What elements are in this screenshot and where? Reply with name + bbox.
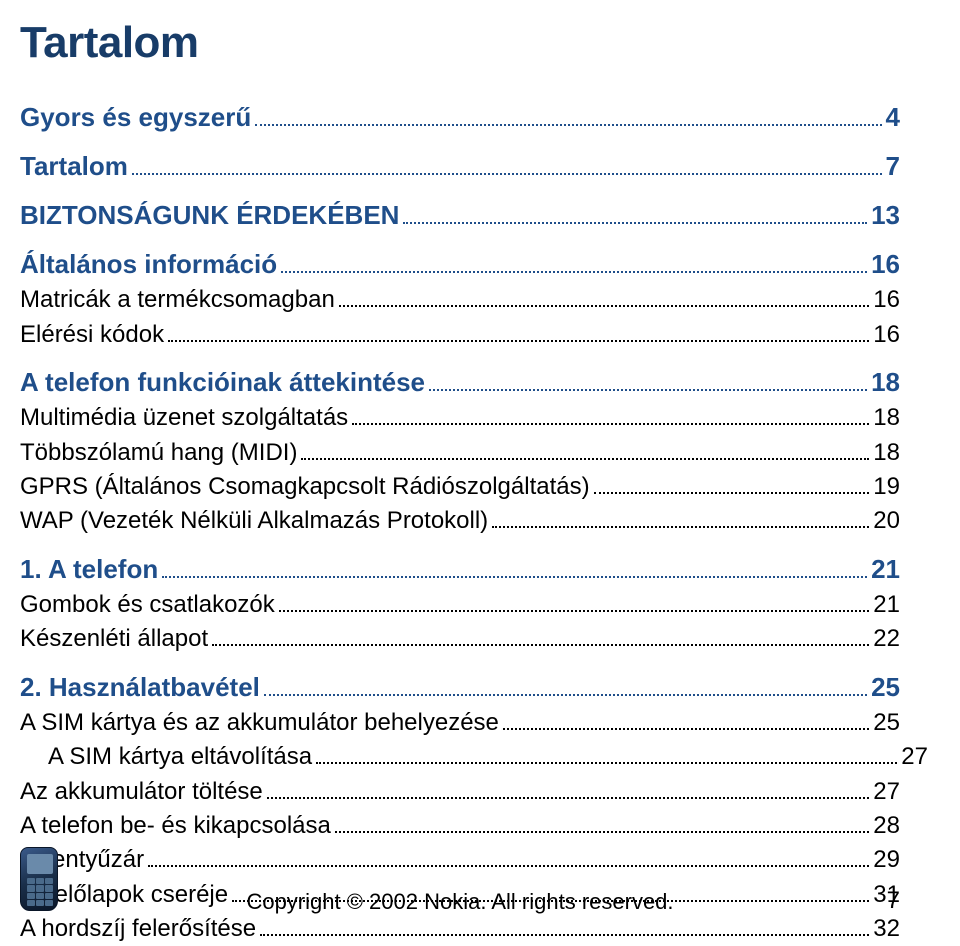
toc-entry-page: 27 (873, 776, 900, 808)
toc-entry-label: Készenléti állapot (20, 623, 208, 655)
toc-entry-page: 22 (873, 623, 900, 655)
toc-entry-label: A SIM kártya és az akkumulátor behelyezé… (20, 707, 499, 739)
toc-entry-page: 18 (871, 365, 900, 400)
toc-leader-dots (594, 492, 870, 494)
toc-entry-page: 16 (873, 319, 900, 351)
toc-leader-dots (212, 644, 869, 646)
copyright-text: Copyright © 2002 Nokia. All rights reser… (20, 889, 900, 915)
toc-leader-dots (281, 271, 867, 273)
toc-leader-dots (260, 934, 869, 936)
toc-entry-page: 25 (871, 670, 900, 705)
toc-entry-page: 18 (873, 437, 900, 469)
toc-entry: 1. A telefon 21 (20, 552, 900, 587)
toc-entry-page: 7 (886, 149, 900, 184)
toc-entry: Matricák a termékcsomagban 16 (20, 284, 900, 316)
toc-entry-label: Általános információ (20, 247, 277, 282)
toc-entry-page: 20 (873, 505, 900, 537)
toc-entry: GPRS (Általános Csomagkapcsolt Rádiószol… (20, 471, 900, 503)
toc-entry-page: 21 (873, 589, 900, 621)
toc-entry-page: 16 (873, 284, 900, 316)
toc-entry-page: 25 (873, 707, 900, 739)
toc-entry: WAP (Vezeték Nélküli Alkalmazás Protokol… (20, 505, 900, 537)
toc-entry: A SIM kártya és az akkumulátor behelyezé… (20, 707, 900, 739)
toc-entry-label: 2. Használatbavétel (20, 670, 260, 705)
toc-leader-dots (264, 694, 867, 696)
toc-entry-page: 4 (886, 100, 900, 135)
toc-entry-label: Multimédia üzenet szolgáltatás (20, 402, 348, 434)
toc-entry-page: 21 (871, 552, 900, 587)
toc-entry: Általános információ 16 (20, 247, 900, 282)
toc-entry: 2. Használatbavétel 25 (20, 670, 900, 705)
toc-leader-dots (255, 124, 881, 126)
toc-entry-label: 1. A telefon (20, 552, 158, 587)
toc-entry-label: A telefon funkcióinak áttekintése (20, 365, 425, 400)
toc-entry: Az akkumulátor töltése 27 (20, 776, 900, 808)
toc-entry: A telefon be- és kikapcsolása 28 (20, 810, 900, 842)
toc-entry-label: BIZTONSÁGUNK ÉRDEKÉBEN (20, 198, 399, 233)
toc-entry-label: Elérési kódok (20, 319, 164, 351)
toc-leader-dots (352, 423, 869, 425)
toc-leader-dots (162, 576, 867, 578)
toc-entry-page: 16 (871, 247, 900, 282)
toc-leader-dots (301, 458, 869, 460)
toc-leader-dots (492, 526, 869, 528)
toc-entry-label: A SIM kártya eltávolítása (48, 741, 312, 773)
toc-leader-dots (267, 797, 870, 799)
toc-entry-page: 32 (873, 913, 900, 945)
toc-entry-page: 13 (871, 198, 900, 233)
toc-entry-label: Tartalom (20, 149, 128, 184)
toc-entry-page: 18 (873, 402, 900, 434)
toc-entry-label: WAP (Vezeték Nélküli Alkalmazás Protokol… (20, 505, 488, 537)
toc-leader-dots (335, 831, 869, 833)
toc-entry: A SIM kártya eltávolítása 27 (48, 741, 928, 773)
page-footer: Copyright © 2002 Nokia. All rights reser… (20, 847, 900, 915)
toc-entry: Tartalom 7 (20, 149, 900, 184)
toc-entry-page: 27 (901, 741, 928, 773)
toc-leader-dots (132, 173, 882, 175)
toc-entry-label: Gombok és csatlakozók (20, 589, 275, 621)
toc-leader-dots (403, 222, 867, 224)
toc-leader-dots (339, 305, 870, 307)
toc-entry-label: Az akkumulátor töltése (20, 776, 263, 808)
table-of-contents: Gyors és egyszerű 4 Tartalom 7 BIZTONSÁGUN… (20, 100, 900, 946)
toc-entry-page: 19 (873, 471, 900, 503)
toc-entry: Elérési kódok 16 (20, 319, 900, 351)
toc-leader-dots (429, 389, 867, 391)
toc-entry-label: Gyors és egyszerű (20, 100, 251, 135)
toc-entry: Multimédia üzenet szolgáltatás 18 (20, 402, 900, 434)
toc-entry: Készenléti állapot 22 (20, 623, 900, 655)
toc-entry-label: Többszólamú hang (MIDI) (20, 437, 297, 469)
toc-leader-dots (279, 610, 870, 612)
toc-entry-label: A telefon be- és kikapcsolása (20, 810, 331, 842)
toc-entry-label: GPRS (Általános Csomagkapcsolt Rádiószol… (20, 471, 590, 503)
toc-leader-dots (316, 762, 897, 764)
toc-entry: Gombok és csatlakozók 21 (20, 589, 900, 621)
phone-icon (20, 847, 62, 915)
toc-entry-label: A hordszíj felerősítése (20, 913, 256, 945)
toc-entry-page: 28 (873, 810, 900, 842)
toc-entry-label: Matricák a termékcsomagban (20, 284, 335, 316)
toc-entry: A hordszíj felerősítése 32 (20, 913, 900, 945)
page-number: 7 (887, 887, 900, 915)
toc-entry: BIZTONSÁGUNK ÉRDEKÉBEN 13 (20, 198, 900, 233)
toc-entry: A telefon funkcióinak áttekintése 18 (20, 365, 900, 400)
toc-entry: Gyors és egyszerű 4 (20, 100, 900, 135)
toc-entry: Többszólamú hang (MIDI) 18 (20, 437, 900, 469)
toc-leader-dots (168, 340, 869, 342)
toc-leader-dots (503, 728, 869, 730)
page-title: Tartalom (20, 18, 900, 68)
